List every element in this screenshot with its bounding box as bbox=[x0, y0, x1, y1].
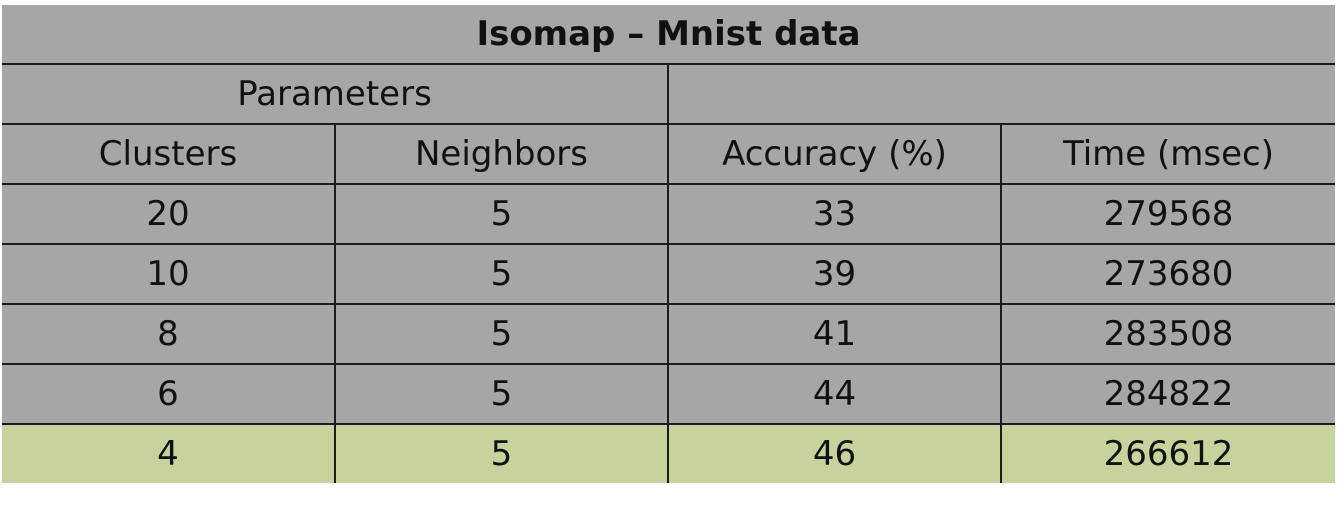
cell-time: 284822 bbox=[999, 363, 1336, 425]
cell-clusters: 10 bbox=[2, 243, 336, 305]
cell-accuracy: 39 bbox=[667, 243, 1002, 305]
cell-accuracy: 46 bbox=[667, 423, 1002, 483]
table-row: 8 5 41 283508 bbox=[2, 303, 1336, 365]
cell-accuracy: 41 bbox=[667, 303, 1002, 365]
cell-clusters: 4 bbox=[2, 423, 336, 483]
table-row: 10 5 39 273680 bbox=[2, 243, 1336, 305]
cell-clusters: 20 bbox=[2, 183, 336, 245]
cell-time: 279568 bbox=[999, 183, 1336, 245]
parameters-group-header: Parameters bbox=[2, 63, 669, 125]
cell-time: 283508 bbox=[999, 303, 1336, 365]
column-header-row: Clusters Neighbors Accuracy (%) Time (ms… bbox=[2, 123, 1336, 185]
cell-neighbors: 5 bbox=[334, 183, 669, 245]
table-row: 6 5 44 284822 bbox=[2, 363, 1336, 425]
cell-accuracy: 33 bbox=[667, 183, 1002, 245]
table-row: 4 5 46 266612 bbox=[2, 423, 1336, 483]
table-row: 20 5 33 279568 bbox=[2, 183, 1336, 245]
cell-neighbors: 5 bbox=[334, 303, 669, 365]
cell-clusters: 6 bbox=[2, 363, 336, 425]
cell-neighbors: 5 bbox=[334, 363, 669, 425]
results-table: Isomap – Mnist data Parameters Clusters … bbox=[2, 5, 1336, 483]
group-header-row: Parameters bbox=[2, 63, 1336, 125]
empty-group-header bbox=[666, 63, 1336, 125]
title-row: Isomap – Mnist data bbox=[2, 5, 1336, 65]
cell-accuracy: 44 bbox=[667, 363, 1002, 425]
cell-neighbors: 5 bbox=[334, 243, 669, 305]
cell-time: 266612 bbox=[999, 423, 1336, 483]
cell-neighbors: 5 bbox=[334, 423, 669, 483]
column-header-neighbors: Neighbors bbox=[334, 123, 669, 185]
cell-time: 273680 bbox=[999, 243, 1336, 305]
table-title: Isomap – Mnist data bbox=[2, 5, 1336, 65]
column-header-clusters: Clusters bbox=[2, 123, 336, 185]
column-header-accuracy: Accuracy (%) bbox=[667, 123, 1002, 185]
cell-clusters: 8 bbox=[2, 303, 336, 365]
column-header-time: Time (msec) bbox=[999, 123, 1336, 185]
